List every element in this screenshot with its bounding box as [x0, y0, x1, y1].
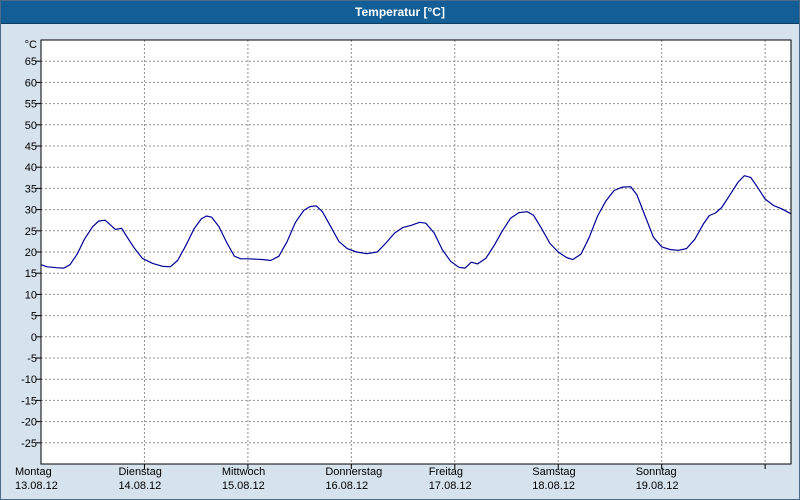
x-day-date-label: 16.08.12	[325, 480, 368, 492]
y-tick-label: -20	[21, 417, 37, 429]
x-day-name-label: Sonntag	[636, 466, 677, 478]
x-day-name-label: Mittwoch	[222, 466, 265, 478]
x-day-name-label: Dienstag	[118, 466, 161, 478]
y-tick-label: 5	[31, 311, 37, 323]
y-tick-label: 15	[25, 268, 37, 280]
y-tick-label: 30	[25, 205, 37, 217]
y-tick-label: 45	[25, 141, 37, 153]
y-tick-label: 0	[31, 332, 37, 344]
y-tick-label: 20	[25, 247, 37, 259]
y-tick-label: 65	[25, 56, 37, 68]
y-tick-label: 60	[25, 77, 37, 89]
y-tick-label: 55	[25, 99, 37, 111]
chart-area: 65 60 55 50 45 40 35 30 25 20 15 10 5 0 -5 -10 -15 -20 -25…	[1, 24, 799, 499]
y-tick-label: -15	[21, 395, 37, 407]
x-day-date-label: 18.08.12	[532, 480, 575, 492]
y-tick-label: 35	[25, 183, 37, 195]
x-day-date-label: 14.08.12	[118, 480, 161, 492]
x-day-name-label: Samstag	[532, 466, 575, 478]
x-day-date-label: 13.08.12	[15, 480, 58, 492]
x-day-name-label: Donnerstag	[325, 466, 382, 478]
y-axis-unit-label: °C	[25, 39, 37, 51]
y-tick-label: 50	[25, 120, 37, 132]
y-tick-label: -5	[27, 353, 37, 365]
window-title: Temperatur [°C]	[1, 1, 799, 24]
x-day-name-label: Freitag	[429, 466, 463, 478]
y-tick-label: -10	[21, 374, 37, 386]
temperature-series-line	[40, 175, 792, 269]
x-day-name-label: Montag	[15, 466, 52, 478]
y-tick-label: 40	[25, 162, 37, 174]
x-day-date-label: 15.08.12	[222, 480, 265, 492]
x-day-date-label: 17.08.12	[429, 480, 472, 492]
x-day-date-label: 19.08.12	[636, 480, 679, 492]
y-tick-label: -25	[21, 438, 37, 450]
plot-border	[40, 39, 792, 465]
chart-svg: 65605550454035302520151050-5-10-15-20-25…	[15, 39, 792, 492]
y-tick-label: 10	[25, 289, 37, 301]
y-tick-label: 25	[25, 226, 37, 238]
